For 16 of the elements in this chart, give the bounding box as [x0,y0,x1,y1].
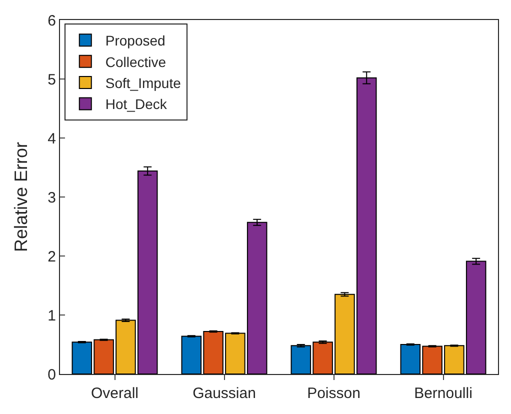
x-tick-label: Gaussian [192,385,256,402]
y-tick-label: 3 [48,189,56,206]
y-tick-label: 4 [48,130,56,148]
y-axis-title: Relative Error [10,142,31,252]
x-tick-label: Bernoulli [414,385,472,402]
legend-label: Soft_Impute [105,75,182,91]
y-tick-label: 5 [48,71,56,88]
y-tick-label: 0 [48,366,56,384]
x-tick-label: Poisson [307,385,360,402]
y-tick-label: 1 [48,307,56,324]
legend-label: Proposed [105,32,166,49]
y-tick-label: 2 [48,248,56,266]
x-tick-label: Overall [90,385,139,402]
legend-label: Collective [105,54,166,70]
legend-label: Hot_Deck [105,96,168,112]
y-tick-label: 6 [48,12,56,30]
